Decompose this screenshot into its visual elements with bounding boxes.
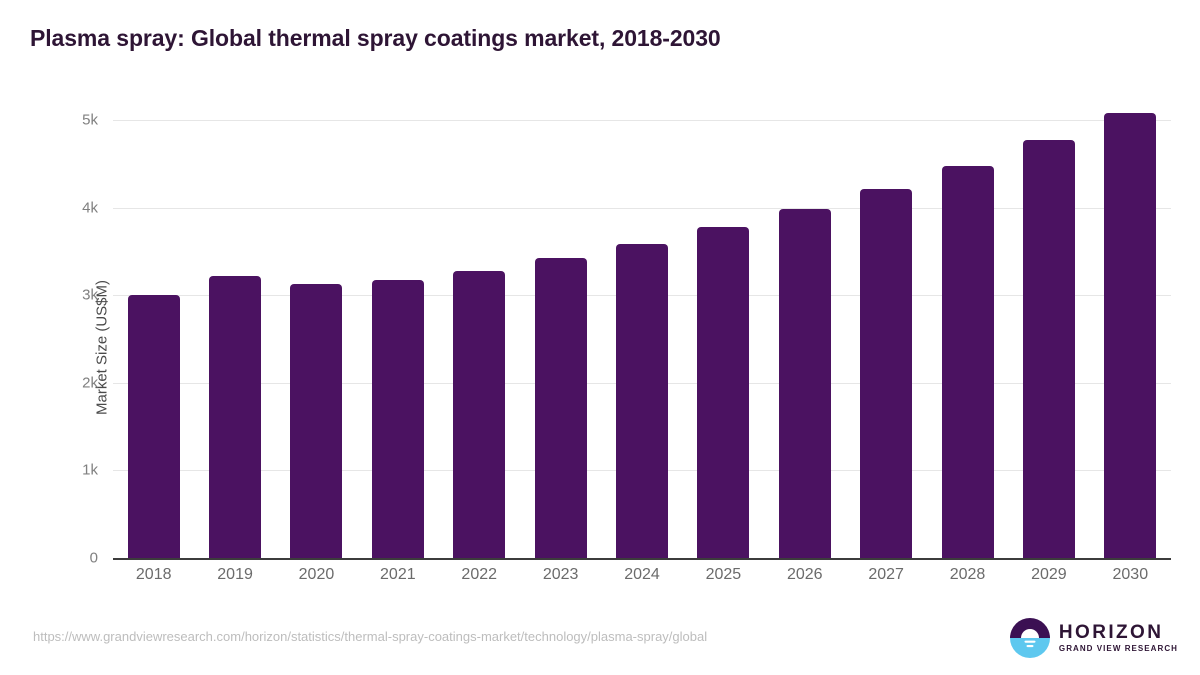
logo-tagline: GRAND VIEW RESEARCH <box>1058 644 1178 653</box>
logo-wordmark: HORIZON <box>1058 622 1164 643</box>
horizon-logo[interactable]: HORIZON GRAND VIEW RESEARCH <box>1009 618 1178 658</box>
plot-area <box>113 112 1171 559</box>
x-axis-tick-label: 2019 <box>217 566 253 583</box>
y-axis-tick-label: 5k <box>82 111 98 129</box>
x-axis-tick-label: 2026 <box>786 566 823 583</box>
horizon-logo-text: HORIZON GRAND VIEW RESEARCH <box>1059 623 1178 653</box>
x-axis-tick-label: 2023 <box>542 566 579 583</box>
bar[interactable] <box>290 283 343 558</box>
y-axis-tick-label: 4k <box>82 199 98 217</box>
x-axis-line <box>113 558 1171 560</box>
x-axis-tick-label: 2022 <box>461 566 498 583</box>
gridline <box>113 207 1171 209</box>
bar[interactable] <box>1022 140 1075 558</box>
y-axis-tick-label: 1k <box>82 461 98 479</box>
bar[interactable] <box>453 270 506 558</box>
x-axis-tick-label: 2028 <box>949 566 986 583</box>
x-axis-tick-label: 2018 <box>135 566 172 583</box>
bar[interactable] <box>534 258 587 558</box>
bar[interactable] <box>941 166 994 558</box>
y-axis-title: Market Size (US$M) <box>93 279 111 416</box>
x-axis-tick-label: 2025 <box>705 566 742 583</box>
bar[interactable] <box>860 188 913 558</box>
gridline <box>113 120 1171 121</box>
x-axis-tick-label: 2024 <box>624 566 660 583</box>
bar[interactable] <box>127 295 180 558</box>
horizon-logo-icon <box>1009 618 1050 658</box>
x-axis-tick-label: 2021 <box>380 566 416 583</box>
bar[interactable] <box>209 275 262 558</box>
source-url[interactable]: https://www.grandviewresearch.com/horizo… <box>33 629 708 644</box>
x-axis-tick-label: 2020 <box>298 566 335 583</box>
bar[interactable] <box>616 243 668 558</box>
x-axis-tick-label: 2029 <box>1031 566 1067 583</box>
y-axis-tick-label: 0 <box>89 549 98 567</box>
y-axis-tick-label: 3k <box>82 286 98 304</box>
bar[interactable] <box>1104 112 1157 558</box>
x-axis-tick-label: 2030 <box>1112 566 1149 583</box>
x-axis-tick-label: 2027 <box>868 566 904 583</box>
bar[interactable] <box>697 226 750 558</box>
bar[interactable] <box>371 279 424 558</box>
bar[interactable] <box>778 208 831 558</box>
y-axis-tick-label: 2k <box>82 374 98 392</box>
page-title: Plasma spray: Global thermal spray coati… <box>30 25 721 51</box>
